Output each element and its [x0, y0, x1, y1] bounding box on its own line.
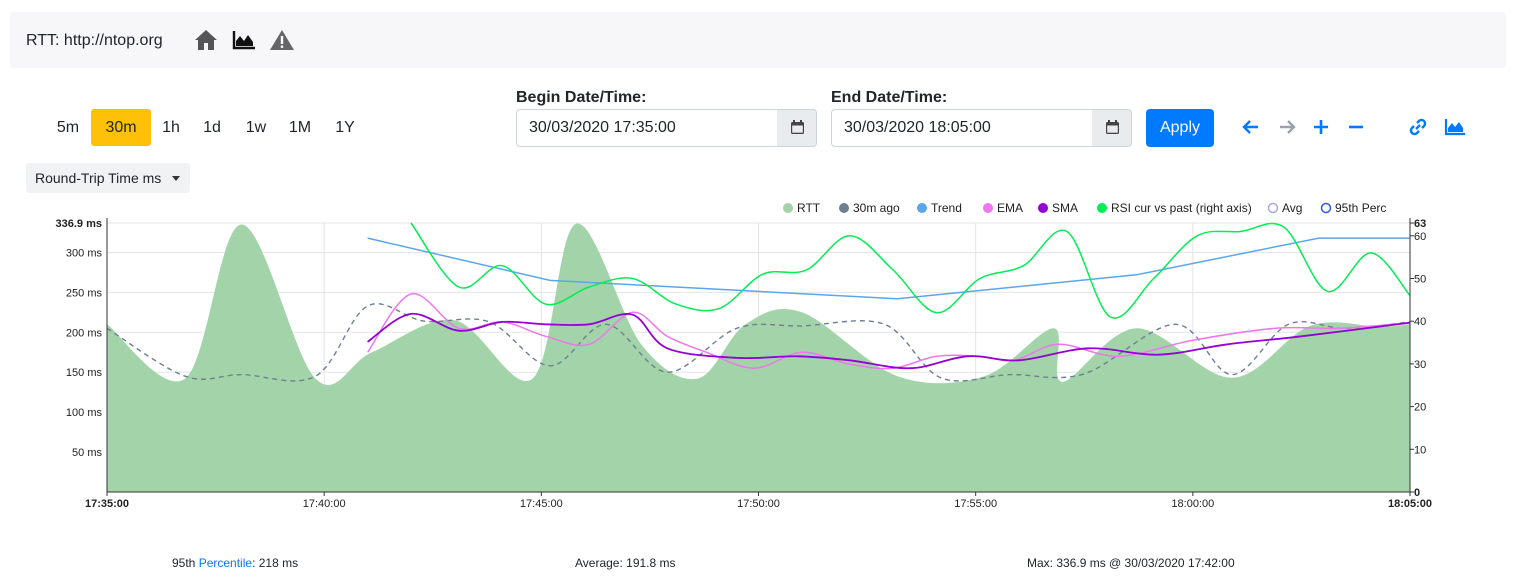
chart-axes: 336.9 ms 300 ms 250 ms 200 ms 150 ms 100 ms 50…	[56, 218, 1432, 510]
legend-item: SMA	[1038, 201, 1078, 215]
percentile-stat: 95th Percentile: 218 ms	[172, 556, 298, 570]
home-icon[interactable]	[193, 28, 219, 52]
legend-marker	[1267, 202, 1279, 214]
series-rsi-line	[410, 222, 1411, 319]
arrow-left-icon[interactable]	[1240, 116, 1262, 138]
average-stat: Average: 191.8 ms	[575, 556, 676, 570]
metric-dropdown[interactable]: Round-Trip Time ms	[26, 163, 190, 193]
legend-label: Trend	[931, 201, 962, 215]
arrow-right-icon[interactable]	[1276, 116, 1298, 138]
y-right-tick-label: 0	[1414, 487, 1420, 499]
range-1w-button[interactable]: 1w	[245, 119, 267, 136]
series-ema-line	[366, 293, 1411, 370]
end-date-input[interactable]: 30/03/2020 18:05:00	[831, 109, 1093, 147]
calendar-icon	[791, 120, 804, 134]
chart-series	[106, 222, 1411, 493]
legend-label: 95th Perc	[1335, 201, 1386, 215]
max-stat: Max: 336.9 ms @ 30/03/2020 17:42:00	[1027, 556, 1235, 570]
legend-marker	[917, 203, 927, 213]
caret-down-icon	[172, 176, 180, 181]
begin-date-label: Begin Date/Time:	[516, 89, 647, 106]
series-30m-ago-line	[106, 303, 1411, 382]
legend-marker	[783, 203, 793, 213]
y-right-tick-label: 63	[1414, 218, 1426, 230]
end-date-label: End Date/Time:	[831, 89, 948, 106]
zoom-out-icon[interactable]	[1345, 116, 1367, 138]
y-tick-label: 250 ms	[66, 287, 103, 299]
legend-item: 30m ago	[839, 201, 900, 215]
x-tick-label: 18:05:00	[1388, 498, 1432, 510]
percentile-link[interactable]: Percentile	[198, 556, 253, 570]
calendar-icon	[1106, 120, 1119, 134]
apply-button[interactable]: Apply	[1146, 109, 1214, 147]
legend-item: Avg	[1267, 201, 1302, 215]
rtt-chart: RTT 30m ago Trend EMA SMA RSI cur vs past (ri…	[56, 201, 1433, 510]
series-sma-line	[367, 312, 1411, 370]
area-chart-icon[interactable]	[1444, 116, 1466, 138]
range-1d-button[interactable]: 1d	[203, 119, 221, 136]
begin-calendar-button[interactable]	[777, 109, 817, 147]
y-tick-label: 200 ms	[66, 327, 103, 339]
area-chart-icon[interactable]	[231, 28, 257, 52]
range-1M-button[interactable]: 1M	[288, 119, 312, 136]
legend-item: RSI cur vs past (right axis)	[1097, 201, 1252, 215]
percentile-value: : 218 ms	[252, 556, 299, 570]
legend-item: Trend	[917, 201, 962, 215]
y-tick-label: 100 ms	[66, 407, 103, 419]
y-right-tick-label: 40	[1414, 316, 1426, 328]
y-right-tick-label: 10	[1414, 444, 1426, 456]
legend-marker	[1038, 203, 1048, 213]
y-right-tick-label: 20	[1414, 402, 1426, 414]
legend-label: SMA	[1052, 201, 1078, 215]
legend-label: Avg	[1282, 201, 1302, 215]
legend-marker	[983, 203, 993, 213]
range-1Y-button[interactable]: 1Y	[335, 119, 355, 136]
legend-label: RTT	[797, 201, 821, 215]
percentile-prefix: 95th	[172, 556, 199, 570]
chart-legend: RTT 30m ago Trend EMA SMA RSI cur vs past (ri…	[783, 201, 1386, 215]
y-tick-label: 300 ms	[66, 247, 103, 259]
legend-marker	[839, 203, 849, 213]
y-right-tick-label: 60	[1414, 231, 1426, 243]
legend-item: EMA	[983, 201, 1023, 215]
y-tick-label: 336.9 ms	[56, 218, 102, 230]
x-tick-label: 17:45:00	[520, 498, 563, 510]
page-title: RTT: http://ntop.org	[26, 32, 163, 49]
range-1h-button[interactable]: 1h	[162, 119, 180, 136]
metric-dropdown-label: Round-Trip Time ms	[35, 170, 162, 186]
begin-date-input[interactable]: 30/03/2020 17:35:00	[516, 109, 778, 147]
range-5m-button[interactable]: 5m	[56, 119, 80, 136]
x-tick-label: 17:40:00	[303, 498, 346, 510]
legend-marker	[1097, 203, 1107, 213]
x-tick-label: 17:55:00	[954, 498, 997, 510]
end-calendar-button[interactable]	[1092, 109, 1132, 147]
range-30m-button[interactable]: 30m	[91, 109, 151, 146]
legend-label: 30m ago	[853, 201, 900, 215]
legend-label: EMA	[997, 201, 1023, 215]
series-trend-line	[367, 237, 1410, 300]
x-tick-label: 17:50:00	[737, 498, 780, 510]
legend-label: RSI cur vs past (right axis)	[1111, 201, 1252, 215]
x-tick-label: 18:00:00	[1171, 498, 1214, 510]
page-header: RTT: http://ntop.org	[10, 12, 1506, 68]
legend-item: 95th Perc	[1320, 201, 1386, 215]
y-tick-label: 150 ms	[66, 367, 103, 379]
warning-icon[interactable]	[269, 28, 295, 52]
link-icon[interactable]	[1407, 116, 1429, 138]
x-tick-label: 17:35:00	[85, 498, 129, 510]
zoom-in-icon[interactable]	[1310, 116, 1332, 138]
y-right-tick-label: 30	[1414, 359, 1426, 371]
y-tick-label: 50 ms	[72, 447, 102, 459]
legend-marker	[1320, 202, 1332, 214]
y-right-tick-label: 50	[1414, 274, 1426, 286]
legend-item: RTT	[783, 201, 821, 215]
